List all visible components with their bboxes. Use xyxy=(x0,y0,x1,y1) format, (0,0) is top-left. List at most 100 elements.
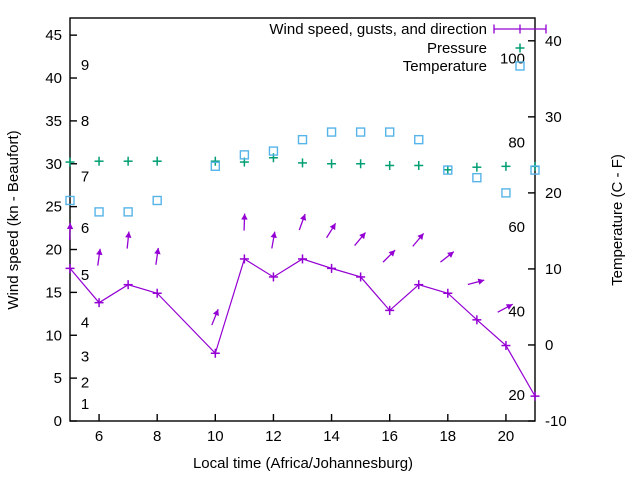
pressure-point xyxy=(65,157,75,167)
y2-axis-tick-label: 10 xyxy=(545,261,562,278)
y2-axis-tick-label: -10 xyxy=(545,413,567,430)
wind-speed-point xyxy=(472,315,482,325)
legend-swatch-temperature xyxy=(515,61,525,71)
gust-direction-arrow xyxy=(125,231,132,249)
wind-speed-point xyxy=(501,341,511,351)
y-axis-tick-label: 5 xyxy=(54,370,62,387)
y-axis-tick-label: 30 xyxy=(45,156,62,173)
gust-direction-arrow xyxy=(270,231,277,249)
x-axis-tick-label: 10 xyxy=(207,428,224,445)
beaufort-label: 6 xyxy=(81,220,89,237)
legend-label-pressure: Pressure xyxy=(427,40,487,57)
series-temperature xyxy=(65,127,540,217)
wind-speed-point xyxy=(239,254,249,264)
chart-legend: Wind speed, gusts, and direction Pressure… xyxy=(269,21,547,75)
y-axis-tick-label: 40 xyxy=(45,70,62,87)
pressure-point xyxy=(327,159,337,169)
gust-direction-arrow xyxy=(66,222,74,241)
pressure-point xyxy=(501,161,511,171)
temperature-point xyxy=(297,134,308,145)
fahrenheit-label: 100 xyxy=(500,50,525,67)
gust-direction-arrow xyxy=(154,247,161,265)
fahrenheit-label: 80 xyxy=(508,135,525,152)
beaufort-label: 9 xyxy=(81,57,89,74)
beaufort-label: 4 xyxy=(81,314,89,331)
x-axis-tick-label: 16 xyxy=(381,428,398,445)
beaufort-label: 1 xyxy=(81,396,89,413)
pressure-point xyxy=(414,160,424,170)
pressure-point xyxy=(152,156,162,166)
wind-speed-point xyxy=(385,305,395,315)
gust-direction-arrow xyxy=(412,232,425,247)
gust-direction-arrow xyxy=(497,303,513,313)
gust-direction-arrow xyxy=(241,213,248,231)
y-axis: 0 5 10 15 20 25 30 35 40 45 xyxy=(45,27,77,430)
pressure-point xyxy=(385,160,395,170)
pressure-point xyxy=(356,159,366,169)
pressure-point xyxy=(298,158,307,168)
temperature-point xyxy=(414,134,424,145)
plot-border xyxy=(69,17,536,422)
y-axis-tick-label: 25 xyxy=(45,199,62,216)
gust-direction-arrow xyxy=(440,251,455,263)
wind-speed-point xyxy=(327,263,337,273)
wind-speed-point xyxy=(94,298,104,308)
y2-axis-title: Temperature (C - F) xyxy=(609,154,626,286)
x-axis: 6 8 10 12 14 16 18 20 xyxy=(95,414,514,445)
plot-frame xyxy=(69,17,536,422)
y2-axis-tick-label: 30 xyxy=(545,109,562,126)
x-axis-tick-label: 6 xyxy=(95,428,103,445)
temperature-point xyxy=(443,165,453,175)
wind-speed-point xyxy=(268,272,278,282)
wind-speed-point xyxy=(123,280,133,290)
gust-direction-arrow xyxy=(467,278,485,286)
y-axis-tick-label: 35 xyxy=(45,113,62,130)
temperature-point xyxy=(152,195,162,206)
y2-axis-tick-label: 20 xyxy=(545,185,562,202)
temperature-point xyxy=(384,127,395,137)
series-gusts-direction xyxy=(66,213,513,326)
pressure-point xyxy=(94,156,104,166)
temperature-point xyxy=(94,207,104,217)
wind-speed-point xyxy=(298,254,307,264)
fahrenheit-label: 60 xyxy=(508,219,525,236)
beaufort-label: 7 xyxy=(81,169,89,186)
temperature-point xyxy=(239,150,250,160)
fahrenheit-label: 20 xyxy=(508,387,525,404)
legend-swatch-pressure xyxy=(515,43,525,53)
temperature-point xyxy=(472,172,482,183)
y2-axis-tick-label: 40 xyxy=(545,33,562,50)
beaufort-label: 8 xyxy=(81,113,89,130)
y-axis-tick-label: 0 xyxy=(54,413,62,430)
wind-speed-point xyxy=(530,391,540,401)
temperature-point xyxy=(530,165,540,175)
temperature-point xyxy=(326,127,337,137)
series-wind-speed xyxy=(65,254,540,401)
y-axis-tick-label: 10 xyxy=(45,327,62,344)
temperature-point xyxy=(210,161,221,171)
gust-direction-arrow xyxy=(326,222,337,239)
fahrenheit-label: 40 xyxy=(508,304,525,321)
wind-speed-point xyxy=(152,288,162,298)
temperature-point xyxy=(268,146,279,156)
fahrenheit-scale-labels: 20 40 60 80 100 xyxy=(500,50,525,404)
wind-speed-point xyxy=(414,280,424,290)
wind-speed-point xyxy=(210,348,220,358)
x-axis-tick-label: 8 xyxy=(153,428,161,445)
legend-label-temperature: Temperature xyxy=(403,58,487,75)
y2-axis-tick-label: 0 xyxy=(545,337,553,354)
gust-direction-arrow xyxy=(354,232,367,246)
series-pressure xyxy=(65,153,540,175)
legend-label-wind: Wind speed, gusts, and direction xyxy=(269,21,487,38)
temperature-point xyxy=(355,127,366,137)
wind-speed-point xyxy=(65,263,75,273)
y-axis-tick-label: 20 xyxy=(45,242,62,259)
pressure-point xyxy=(472,162,482,172)
x-axis-tick-label: 12 xyxy=(265,428,282,445)
temperature-point xyxy=(123,207,133,217)
beaufort-label: 5 xyxy=(81,267,89,284)
x-axis-tick-label: 18 xyxy=(439,428,456,445)
y-axis-tick-label: 45 xyxy=(45,27,62,44)
